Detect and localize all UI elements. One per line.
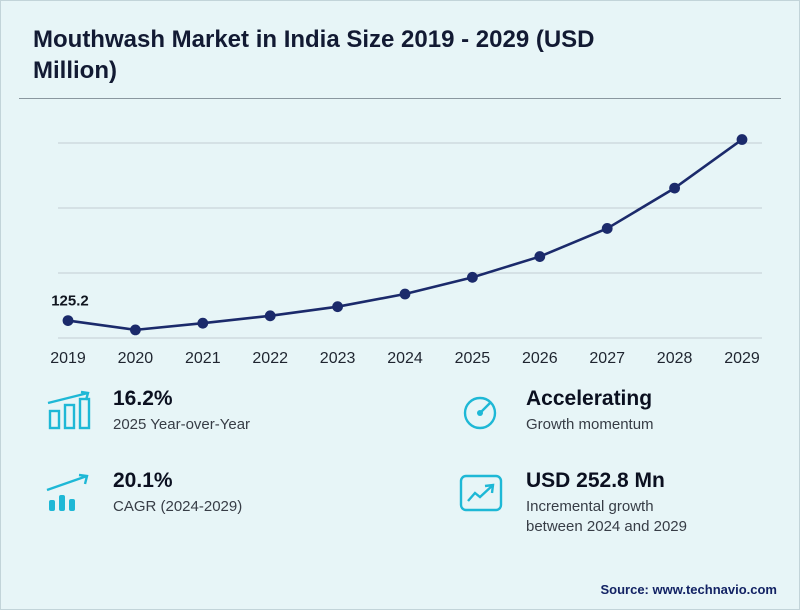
stat-value: 16.2% (113, 387, 173, 411)
gauge-icon (458, 387, 510, 439)
svg-text:125.2: 125.2 (51, 293, 89, 310)
page-title: Mouthwash Market in India Size 2019 - 20… (33, 26, 595, 84)
bar-growth-icon (45, 387, 97, 437)
stat-value: Accelerating (526, 387, 653, 411)
stat-text: 20.1% CAGR (2024-2029) (113, 469, 242, 517)
stat-label: Growth momentum (526, 416, 654, 434)
stat-momentum: Accelerating Growth momentum (458, 387, 799, 439)
svg-text:2024: 2024 (387, 350, 423, 367)
svg-text:2025: 2025 (455, 350, 491, 367)
stat-text: Accelerating Growth momentum (526, 387, 654, 435)
title-divider (19, 98, 781, 100)
stat-text: 16.2% 2025 Year-over-Year (113, 387, 250, 435)
bars-arrow-icon (45, 469, 97, 519)
stat-text: USD 252.8 Mn Incremental growth between … (526, 469, 701, 536)
stat-label: 2025 Year-over-Year (113, 416, 251, 434)
stat-cagr: 20.1% CAGR (2024-2029) (45, 469, 458, 536)
chart-box-icon (458, 469, 510, 519)
svg-text:2019: 2019 (50, 350, 86, 367)
svg-text:2027: 2027 (589, 350, 625, 367)
stat-yoy: 16.2% 2025 Year-over-Year (45, 387, 458, 439)
svg-text:2022: 2022 (252, 350, 288, 367)
stats-grid: 16.2% 2025 Year-over-Year Accelerating G… (45, 387, 799, 536)
svg-text:2020: 2020 (118, 350, 154, 367)
stat-incremental: USD 252.8 Mn Incremental growth between … (458, 469, 799, 536)
svg-text:2021: 2021 (185, 350, 221, 367)
stat-label: CAGR (2024-2029) (113, 498, 243, 516)
market-line-chart: 2019 2020 2021 2022 2023 2024 2025 2026 2027 2028… (50, 134, 762, 367)
svg-text:2023: 2023 (320, 350, 356, 367)
stat-label: Incremental growth between 2024 and 2029 (526, 498, 687, 535)
svg-text:2028: 2028 (657, 350, 693, 367)
source-link[interactable]: Source: www.technavio.com (600, 582, 777, 597)
stat-value: 20.1% (113, 469, 173, 493)
stat-value: USD 252.8 Mn (526, 469, 665, 493)
svg-text:2026: 2026 (522, 350, 558, 367)
svg-text:2029: 2029 (724, 350, 760, 367)
